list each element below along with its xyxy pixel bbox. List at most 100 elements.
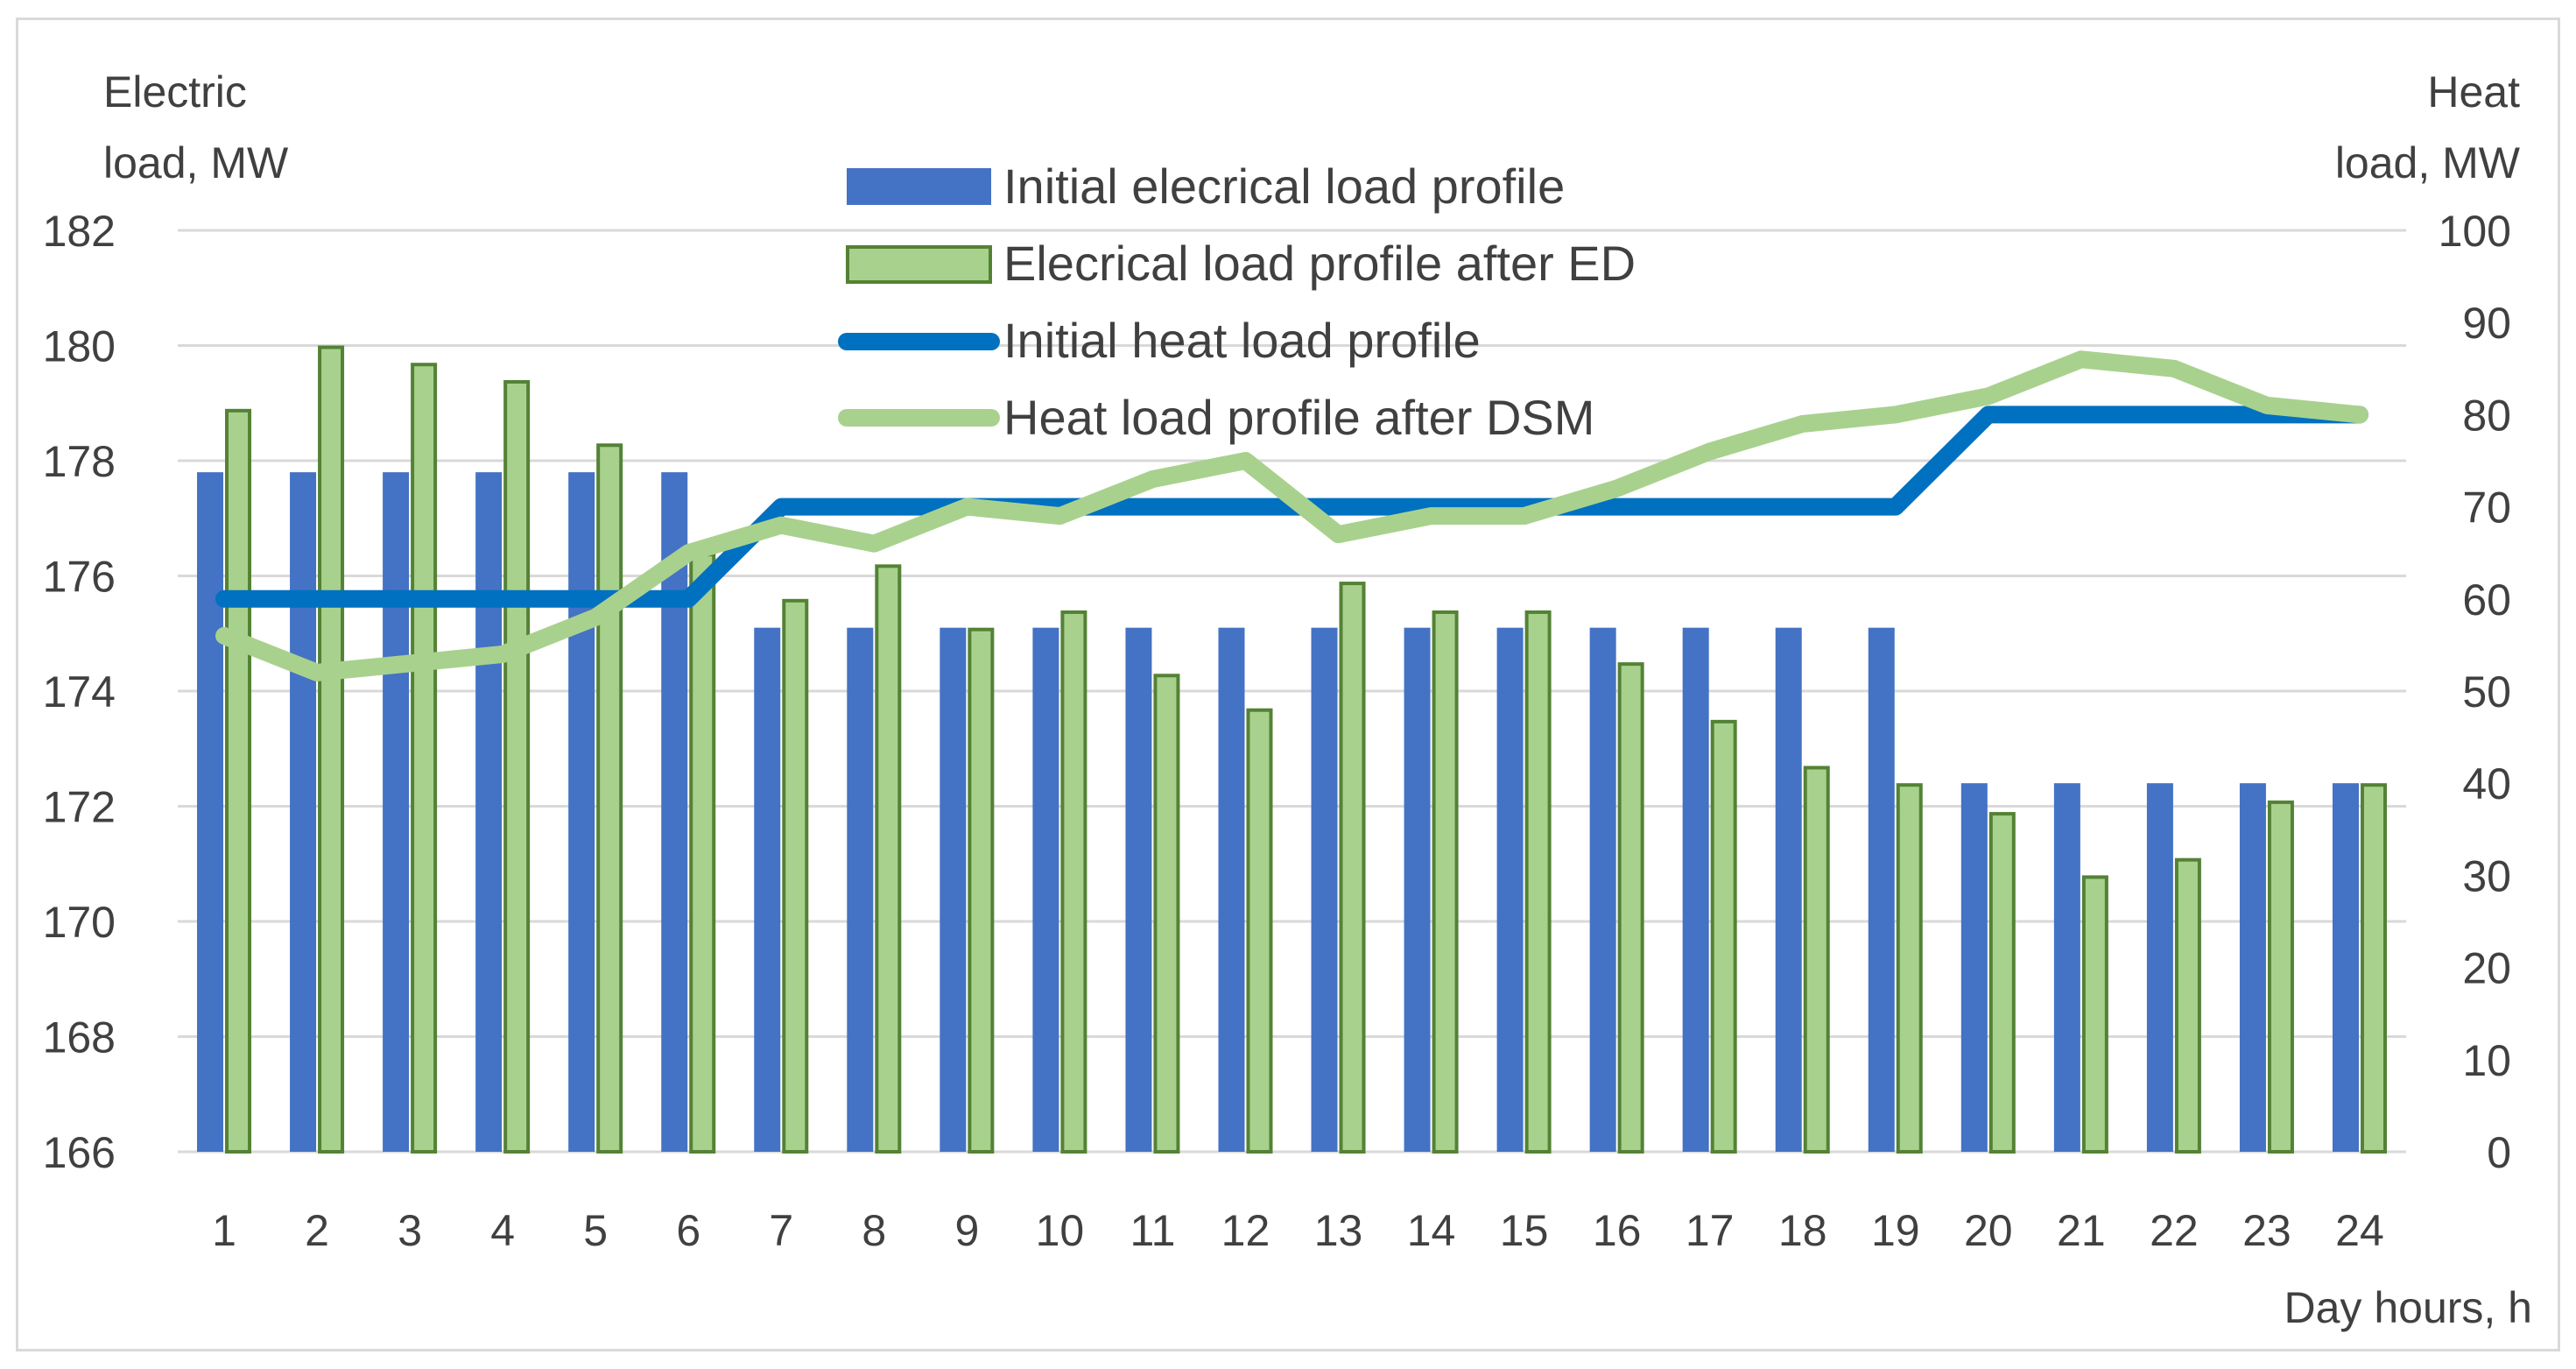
right-tick-10: 10 xyxy=(2462,1036,2511,1085)
x-tick-20: 20 xyxy=(1964,1206,2013,1255)
x-axis-title: Day hours, h xyxy=(2284,1283,2532,1332)
bar-electrical-after-ed-11 xyxy=(1153,674,1180,1154)
legend-label-initial-electrical: Initial elecrical load profile xyxy=(1003,159,1565,214)
legend-swatch-initial-electrical xyxy=(847,168,991,205)
x-tick-1: 1 xyxy=(212,1206,236,1255)
bar-electrical-after-ed-23 xyxy=(2267,800,2294,1154)
bar-initial-electrical-5 xyxy=(568,472,595,1152)
right-tick-0: 0 xyxy=(2487,1128,2511,1177)
bar-initial-electrical-8 xyxy=(847,627,874,1152)
right-tick-70: 70 xyxy=(2462,483,2511,533)
x-tick-7: 7 xyxy=(769,1206,793,1255)
left-axis-title-line1: Electric xyxy=(103,67,247,116)
right-tick-30: 30 xyxy=(2462,851,2511,900)
bar-initial-electrical-21 xyxy=(2053,783,2080,1152)
right-tick-50: 50 xyxy=(2462,667,2511,716)
bar-electrical-after-ed-7 xyxy=(782,598,809,1154)
x-tick-11: 11 xyxy=(1130,1206,1175,1255)
bar-electrical-after-ed-18 xyxy=(1803,766,1830,1154)
x-tick-15: 15 xyxy=(1500,1206,1549,1255)
bar-initial-electrical-19 xyxy=(1868,627,1895,1152)
right-tick-40: 40 xyxy=(2462,759,2511,808)
bar-initial-electrical-23 xyxy=(2239,783,2266,1152)
x-tick-14: 14 xyxy=(1407,1206,1456,1255)
bar-electrical-after-ed-3 xyxy=(411,363,438,1154)
x-tick-4: 4 xyxy=(490,1206,515,1255)
bar-electrical-after-ed-2 xyxy=(318,345,345,1154)
right-tick-100: 100 xyxy=(2439,207,2511,256)
x-tick-2: 2 xyxy=(305,1206,329,1255)
bar-electrical-after-ed-17 xyxy=(1710,719,1737,1154)
left-tick-174: 174 xyxy=(43,667,116,716)
bar-electrical-after-ed-24 xyxy=(2360,783,2387,1154)
x-tick-16: 16 xyxy=(1593,1206,1642,1255)
bar-initial-electrical-20 xyxy=(1960,783,1988,1152)
bar-initial-electrical-9 xyxy=(940,627,967,1152)
bar-electrical-after-ed-15 xyxy=(1524,610,1552,1154)
left-tick-176: 176 xyxy=(43,553,116,602)
bar-initial-electrical-7 xyxy=(754,627,781,1152)
bar-electrical-after-ed-22 xyxy=(2174,857,2201,1154)
left-axis-title-line2: load, MW xyxy=(103,138,289,187)
x-tick-24: 24 xyxy=(2335,1206,2384,1255)
x-tick-6: 6 xyxy=(676,1206,700,1255)
bar-electrical-after-ed-19 xyxy=(1896,783,1923,1154)
right-axis-ticks: 0 10 20 30 40 50 60 70 80 90 100 xyxy=(2439,207,2511,1177)
bar-initial-electrical-17 xyxy=(1682,627,1709,1152)
x-tick-5: 5 xyxy=(583,1206,608,1255)
bar-initial-electrical-6 xyxy=(661,472,688,1152)
bar-electrical-after-ed-8 xyxy=(875,564,902,1154)
x-tick-13: 13 xyxy=(1314,1206,1363,1255)
left-axis-ticks: 166 168 170 172 174 176 178 180 182 xyxy=(43,207,116,1177)
right-tick-60: 60 xyxy=(2462,575,2511,625)
bar-initial-electrical-1 xyxy=(197,472,224,1152)
bar-electrical-after-ed-4 xyxy=(503,379,531,1154)
bar-electrical-after-ed-16 xyxy=(1617,662,1644,1154)
x-axis-ticks: 1 2 3 4 5 6 7 8 9 10 11 12 13 14 15 16 17 18 19 20 21 22 23 24 xyxy=(212,1206,2384,1255)
legend: Initial elecrical load profile Elecrical… xyxy=(838,159,1636,445)
left-tick-168: 168 xyxy=(43,1013,116,1062)
right-tick-20: 20 xyxy=(2462,944,2511,993)
bar-initial-electrical-13 xyxy=(1311,627,1338,1152)
bar-initial-electrical-4 xyxy=(475,472,503,1152)
bar-initial-electrical-12 xyxy=(1218,627,1245,1152)
x-tick-21: 21 xyxy=(2057,1206,2106,1255)
bar-initial-electrical-10 xyxy=(1032,627,1059,1152)
bar-electrical-after-ed-6 xyxy=(689,553,716,1154)
bar-initial-electrical-16 xyxy=(1589,627,1616,1152)
bar-series xyxy=(197,345,2387,1154)
bar-electrical-after-ed-10 xyxy=(1060,610,1087,1154)
left-tick-172: 172 xyxy=(43,783,116,832)
bar-initial-electrical-14 xyxy=(1404,627,1431,1152)
bar-initial-electrical-18 xyxy=(1775,627,1802,1152)
bar-electrical-after-ed-13 xyxy=(1339,582,1366,1154)
gridlines xyxy=(178,229,2406,1154)
legend-label-electrical-after-ed: Elecrical load profile after ED xyxy=(1003,236,1636,291)
x-tick-8: 8 xyxy=(862,1206,886,1255)
bar-initial-electrical-3 xyxy=(383,472,410,1152)
bar-electrical-after-ed-9 xyxy=(968,627,995,1154)
line-series xyxy=(215,350,2368,681)
chart-frame xyxy=(16,18,2560,1351)
x-tick-9: 9 xyxy=(954,1206,979,1255)
x-tick-12: 12 xyxy=(1221,1206,1270,1255)
right-tick-90: 90 xyxy=(2462,299,2511,348)
legend-label-heat-after-dsm: Heat load profile after DSM xyxy=(1003,390,1594,445)
bar-initial-electrical-2 xyxy=(290,472,317,1152)
x-tick-10: 10 xyxy=(1036,1206,1085,1255)
legend-swatch-electrical-after-ed xyxy=(846,245,992,284)
x-tick-19: 19 xyxy=(1871,1206,1920,1255)
line-heat-after-dsm xyxy=(215,350,2368,681)
left-tick-170: 170 xyxy=(43,898,116,947)
left-tick-180: 180 xyxy=(43,322,116,371)
bar-electrical-after-ed-5 xyxy=(596,443,623,1154)
bar-electrical-after-ed-14 xyxy=(1432,610,1459,1154)
x-tick-18: 18 xyxy=(1778,1206,1827,1255)
x-tick-23: 23 xyxy=(2242,1206,2291,1255)
bar-initial-electrical-24 xyxy=(2332,783,2359,1152)
right-tick-80: 80 xyxy=(2462,391,2511,440)
legend-label-initial-heat: Initial heat load profile xyxy=(1003,313,1481,368)
right-axis-title-line1: Heat xyxy=(2427,67,2520,116)
bar-initial-electrical-11 xyxy=(1125,627,1152,1152)
